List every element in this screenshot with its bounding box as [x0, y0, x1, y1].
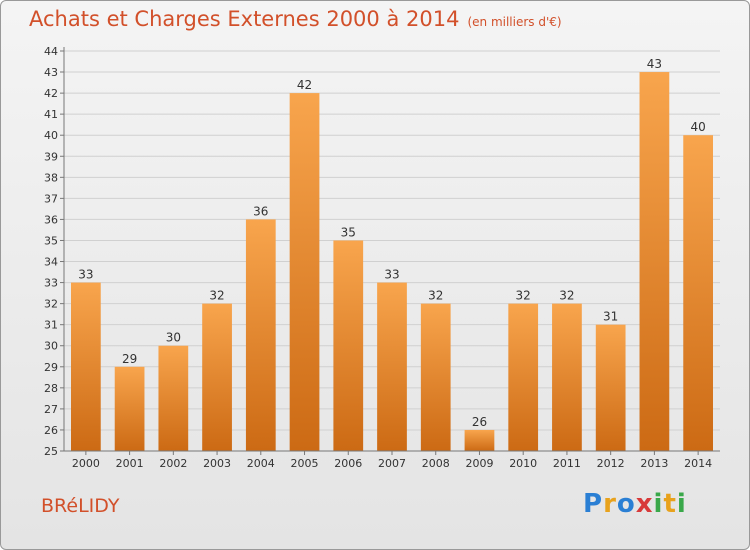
- y-tick-label: 36: [44, 213, 58, 226]
- bar: [464, 429, 495, 451]
- x-tick-label: 2003: [203, 457, 231, 470]
- y-tick-label: 25: [44, 445, 58, 458]
- x-tick-label: 2002: [159, 457, 187, 470]
- data-label: 32: [428, 289, 443, 303]
- y-tick-label: 41: [44, 108, 58, 121]
- bar: [245, 219, 276, 451]
- chart-subtitle: (en milliers d'€): [467, 15, 562, 29]
- y-tick-label: 44: [44, 45, 58, 58]
- y-tick-label: 43: [44, 66, 58, 79]
- chart-title: Achats et Charges Externes 2000 à 2014: [29, 7, 460, 31]
- y-tick-label: 26: [44, 424, 58, 437]
- bar: [420, 303, 451, 451]
- data-label: 40: [690, 120, 705, 134]
- y-tick-label: 29: [44, 361, 58, 374]
- logo-letter: x: [635, 489, 654, 519]
- logo-letter: o: [616, 489, 636, 519]
- y-tick-label: 34: [44, 256, 58, 269]
- bar: [333, 240, 364, 451]
- data-label: 32: [516, 289, 531, 303]
- x-tick-label: 2009: [465, 457, 493, 470]
- y-tick-label: 35: [44, 234, 58, 247]
- axes: 25 26 27 28 29 30 31 32 33 34 35 36 37 38 39 40 41 42 43 44…: [44, 45, 720, 470]
- x-tick-label: 2001: [116, 457, 144, 470]
- bar: [289, 93, 320, 452]
- bar: [70, 282, 101, 451]
- x-tick-label: 2010: [509, 457, 537, 470]
- y-tick-label: 39: [44, 150, 58, 163]
- x-tick-label: 2011: [553, 457, 581, 470]
- chart-title-row: Achats et Charges Externes 2000 à 2014 (e…: [29, 7, 562, 31]
- logo-letter: i: [676, 489, 687, 519]
- x-tick-label: 2000: [72, 457, 100, 470]
- x-tick-label: 2004: [247, 457, 275, 470]
- data-label: 35: [341, 225, 356, 239]
- bar: [595, 324, 626, 451]
- commune-name: BRéLIDY: [41, 495, 120, 517]
- bar: [683, 135, 714, 452]
- x-tick-label: 2012: [597, 457, 625, 470]
- y-tick-label: 31: [44, 319, 58, 332]
- y-tick-label: 33: [44, 277, 58, 290]
- data-label: 42: [297, 78, 312, 92]
- x-tick-label: 2008: [422, 457, 450, 470]
- bar: [202, 303, 232, 451]
- data-label: 26: [472, 415, 487, 429]
- y-tick-label: 40: [44, 129, 58, 142]
- proxiti-logo[interactable]: Proxiti: [583, 489, 687, 519]
- y-tick-label: 38: [44, 171, 58, 184]
- logo-letter: r: [603, 489, 617, 519]
- logo-letter: i: [653, 489, 664, 519]
- bar-series: 33 29 30 32 36 42 35 33 32 26 32 32 31 43 40: [70, 57, 714, 452]
- x-tick-label: 2014: [684, 457, 712, 470]
- bar: [377, 282, 407, 451]
- data-label: 33: [78, 268, 93, 282]
- y-tick-label: 37: [44, 192, 58, 205]
- bar: [508, 303, 539, 451]
- y-tick-label: 32: [44, 298, 58, 311]
- y-tick-label: 27: [44, 403, 58, 416]
- bar: [158, 345, 189, 451]
- data-label: 43: [647, 57, 662, 71]
- data-label: 31: [603, 310, 618, 324]
- data-label: 30: [166, 331, 181, 345]
- data-label: 29: [122, 352, 137, 366]
- bar: [114, 366, 145, 451]
- data-label: 36: [253, 204, 268, 218]
- y-tick-label: 28: [44, 382, 58, 395]
- x-tick-label: 2007: [378, 457, 406, 470]
- logo-letter: t: [663, 489, 677, 519]
- x-tick-label: 2013: [640, 457, 668, 470]
- x-tick-label: 2006: [334, 457, 362, 470]
- data-label: 33: [384, 268, 399, 282]
- logo-letter: P: [583, 489, 604, 519]
- y-tick-label: 30: [44, 340, 58, 353]
- data-label: 32: [559, 289, 574, 303]
- data-label: 32: [209, 289, 224, 303]
- y-tick-label: 42: [44, 87, 58, 100]
- bar: [552, 303, 582, 451]
- x-tick-label: 2005: [291, 457, 319, 470]
- bar: [639, 72, 670, 451]
